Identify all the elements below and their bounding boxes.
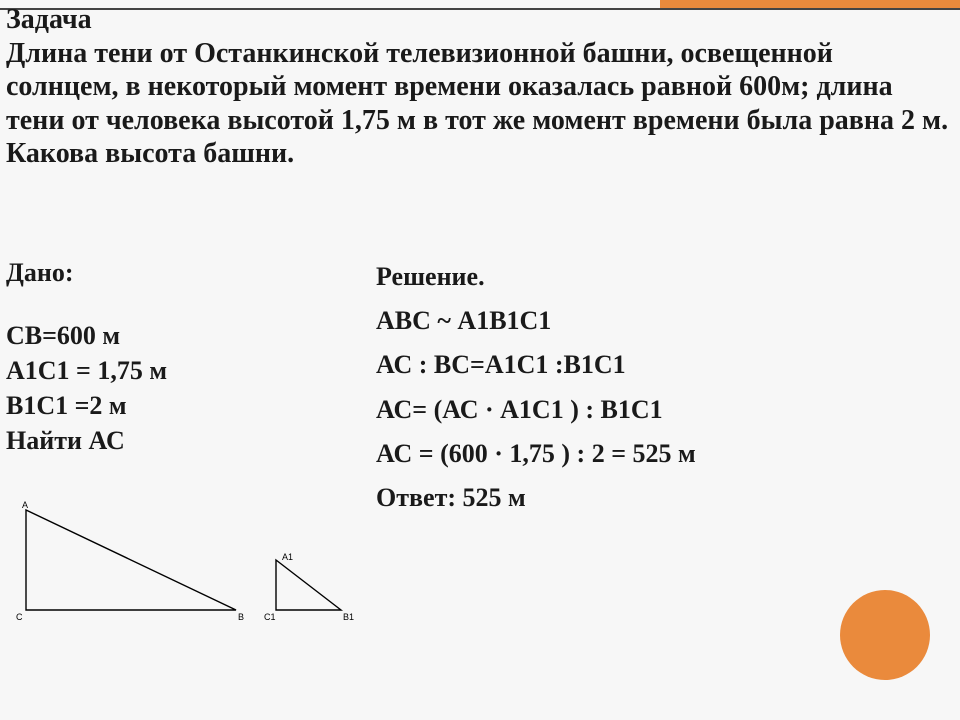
solution-line: Ответ: 525 м: [376, 476, 950, 520]
solution-line: АС= (АС · А1С1 ) : В1С1: [376, 388, 950, 432]
solution-line: АВС ~ А1В1С1: [376, 299, 950, 343]
vertex-label-A1: А1: [282, 552, 293, 562]
given-heading: Дано:: [6, 255, 336, 290]
problem-block: Задача Длина тени от Останкинской телеви…: [6, 3, 950, 171]
problem-title: Задача: [6, 4, 92, 35]
vertex-label-A: А: [22, 500, 28, 510]
vertex-label-C: С: [16, 612, 23, 622]
solution-block: Решение. АВС ~ А1В1С1 АС : ВС=А1С1 :В1С1…: [376, 255, 950, 520]
triangle-small: [276, 560, 341, 610]
vertex-label-B: В: [238, 612, 244, 622]
triangles-svg: А С В А1 С1 В1: [6, 500, 366, 640]
problem-text: Длина тени от Останкинской телевизионной…: [6, 38, 948, 170]
slide: Задача Длина тени от Останкинской телеви…: [0, 0, 960, 720]
given-line: В1С1 =2 м: [6, 388, 336, 423]
body-columns: Дано: СВ=600 м А1С1 = 1,75 м В1С1 =2 м Н…: [6, 255, 950, 520]
given-line: А1С1 = 1,75 м: [6, 353, 336, 388]
vertex-label-B1: В1: [343, 612, 354, 622]
given-line: СВ=600 м: [6, 318, 336, 353]
triangle-big: [26, 510, 236, 610]
corner-circle: [840, 590, 930, 680]
vertex-label-C1: С1: [264, 612, 276, 622]
given-line: Найти АС: [6, 423, 336, 458]
diagrams: А С В А1 С1 В1: [6, 500, 366, 660]
solution-heading: Решение.: [376, 255, 950, 299]
solution-line: АС = (600 · 1,75 ) : 2 = 525 м: [376, 432, 950, 476]
given-block: Дано: СВ=600 м А1С1 = 1,75 м В1С1 =2 м Н…: [6, 255, 336, 520]
solution-line: АС : ВС=А1С1 :В1С1: [376, 343, 950, 387]
